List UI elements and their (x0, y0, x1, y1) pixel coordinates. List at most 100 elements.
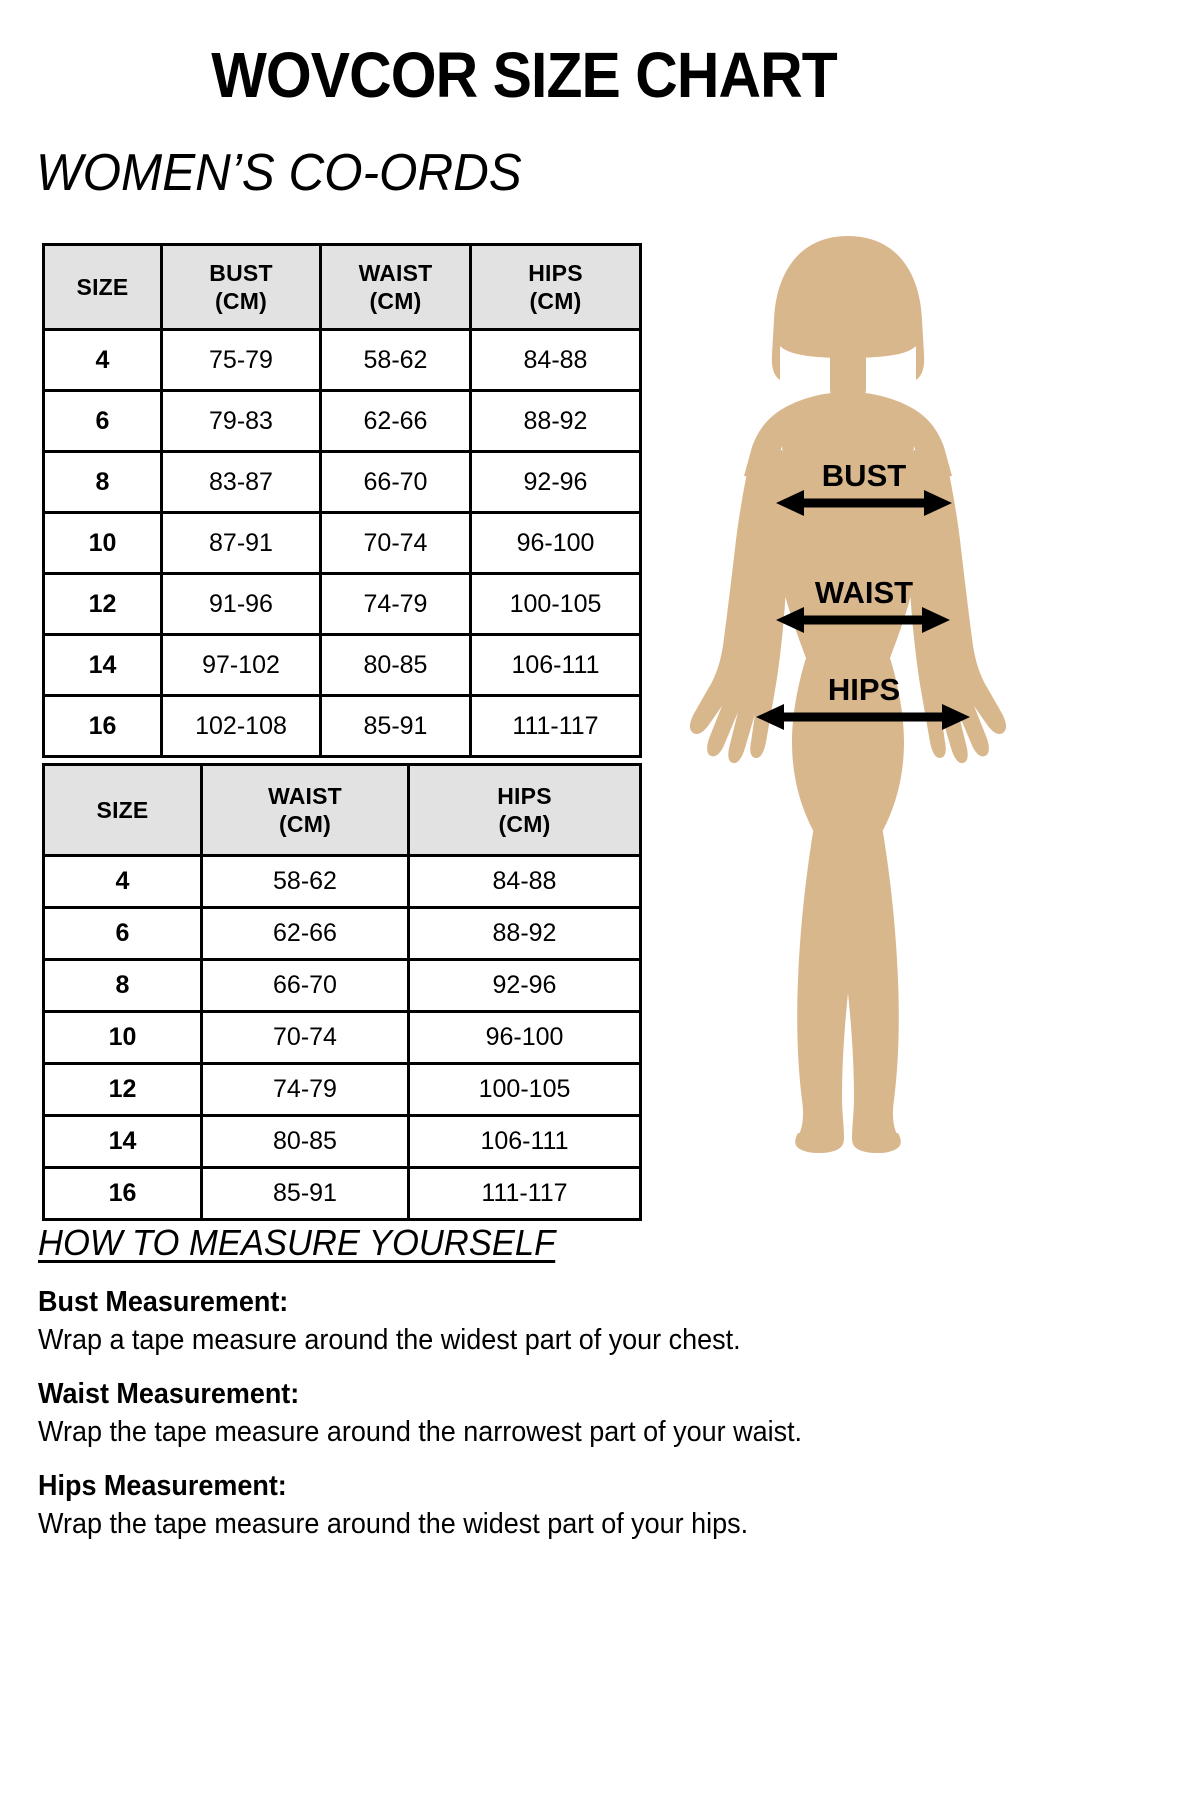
cell-waist: 62-66 (319, 389, 472, 453)
cell-waist: 70-74 (319, 511, 472, 575)
cell-waist: 70-74 (200, 1010, 410, 1065)
cell-waist: 85-91 (200, 1166, 410, 1221)
cell-size: 16 (42, 694, 163, 758)
hips-measurement-arrow (756, 704, 970, 730)
size-table-bottoms: SIZE WAIST (CM) HIPS (CM) 4 58-62 84-88 … (42, 763, 642, 1221)
measure-item-bust: Bust Measurement: Wrap a tape measure ar… (38, 1283, 1168, 1360)
table-row: 16 85-91 111-117 (42, 1166, 642, 1221)
column-header-waist-label: WAIST (358, 259, 433, 286)
cell-hips: 96-100 (407, 1010, 642, 1065)
bust-measurement-arrow (776, 490, 952, 516)
cell-hips: 106-111 (407, 1114, 642, 1169)
cell-size: 6 (42, 906, 203, 961)
cell-size: 10 (42, 1010, 203, 1065)
column-header-waist: WAIST (CM) (319, 243, 472, 331)
column-header-bust-label: BUST (209, 259, 273, 286)
measure-term-bust: Bust Measurement: (38, 1286, 289, 1318)
table-row: 8 83-87 66-70 92-96 (42, 450, 642, 514)
measure-term-waist: Waist Measurement: (38, 1378, 300, 1410)
table-row: 16 102-108 85-91 111-117 (42, 694, 642, 758)
table-row: 6 62-66 88-92 (42, 906, 642, 961)
bust-label: BUST (822, 458, 906, 493)
cell-size: 4 (42, 854, 203, 909)
measure-desc-bust: Wrap a tape measure around the widest pa… (38, 1324, 741, 1357)
body-measurement-figure: BUST WAIST HIPS (648, 228, 1048, 1178)
cell-bust: 87-91 (160, 511, 322, 575)
column-header-waist-label: WAIST (268, 782, 342, 809)
column-header-size: SIZE (42, 763, 203, 857)
cell-bust: 79-83 (160, 389, 322, 453)
cell-hips: 100-105 (407, 1062, 642, 1117)
column-header-bust: BUST (CM) (160, 243, 322, 331)
table-row: 8 66-70 92-96 (42, 958, 642, 1013)
cell-waist: 62-66 (200, 906, 410, 961)
cell-size: 4 (42, 328, 163, 392)
waist-measurement-arrow (776, 607, 950, 633)
page-title: WOVCOR SIZE CHART (211, 39, 837, 111)
cell-hips: 88-92 (407, 906, 642, 961)
cell-bust: 102-108 (160, 694, 322, 758)
column-header-size: SIZE (42, 243, 163, 331)
measure-desc-waist: Wrap the tape measure around the narrowe… (38, 1416, 803, 1449)
waist-label: WAIST (815, 575, 913, 610)
cell-bust: 91-96 (160, 572, 322, 636)
table-row: 6 79-83 62-66 88-92 (42, 389, 642, 453)
column-header-hips-unit: (CM) (498, 811, 551, 837)
column-header-size-label: SIZE (76, 273, 129, 300)
cell-size: 8 (42, 958, 203, 1013)
table-row: 4 58-62 84-88 (42, 854, 642, 909)
cell-hips: 100-105 (469, 572, 642, 636)
cell-hips: 84-88 (469, 328, 642, 392)
cell-waist: 66-70 (319, 450, 472, 514)
hips-label: HIPS (828, 672, 900, 707)
table-row: 4 75-79 58-62 84-88 (42, 328, 642, 392)
cell-waist: 66-70 (200, 958, 410, 1013)
column-header-hips: HIPS (CM) (469, 243, 642, 331)
cell-waist: 58-62 (319, 328, 472, 392)
cell-bust: 83-87 (160, 450, 322, 514)
table-row: 14 97-102 80-85 106-111 (42, 633, 642, 697)
page-subtitle: WOMEN’S CO-ORDS (36, 144, 522, 202)
table-row: 14 80-85 106-111 (42, 1114, 642, 1169)
measure-item-waist: Waist Measurement: Wrap the tape measure… (38, 1375, 1168, 1452)
measure-item-hips: Hips Measurement: Wrap the tape measure … (38, 1467, 1168, 1544)
cell-hips: 96-100 (469, 511, 642, 575)
cell-hips: 111-117 (407, 1166, 642, 1221)
column-header-waist-unit: (CM) (369, 288, 422, 314)
cell-bust: 97-102 (160, 633, 322, 697)
column-header-hips-label: HIPS (497, 782, 552, 809)
cell-hips: 84-88 (407, 854, 642, 909)
table-row: 10 70-74 96-100 (42, 1010, 642, 1065)
cell-hips: 106-111 (469, 633, 642, 697)
cell-hips: 88-92 (469, 389, 642, 453)
table-row: 12 74-79 100-105 (42, 1062, 642, 1117)
column-header-hips-label: HIPS (528, 259, 583, 286)
cell-hips: 92-96 (469, 450, 642, 514)
cell-size: 6 (42, 389, 163, 453)
cell-waist: 80-85 (200, 1114, 410, 1169)
column-header-bust-unit: (CM) (215, 288, 267, 314)
cell-size: 14 (42, 633, 163, 697)
cell-size: 16 (42, 1166, 203, 1221)
cell-size: 8 (42, 450, 163, 514)
cell-size: 12 (42, 1062, 203, 1117)
column-header-waist: WAIST (CM) (200, 763, 410, 857)
measure-desc-hips: Wrap the tape measure around the widest … (38, 1508, 749, 1541)
table-row: 10 87-91 70-74 96-100 (42, 511, 642, 575)
cell-hips: 111-117 (469, 694, 642, 758)
cell-waist: 74-79 (200, 1062, 410, 1117)
measure-term-hips: Hips Measurement: (38, 1470, 287, 1502)
cell-waist: 85-91 (319, 694, 472, 758)
column-header-waist-unit: (CM) (279, 811, 331, 837)
cell-hips: 92-96 (407, 958, 642, 1013)
cell-bust: 75-79 (160, 328, 322, 392)
cell-waist: 80-85 (319, 633, 472, 697)
column-header-hips: HIPS (CM) (407, 763, 642, 857)
cell-size: 14 (42, 1114, 203, 1169)
cell-size: 12 (42, 572, 163, 636)
column-header-size-label: SIZE (96, 796, 149, 823)
table-header-row: SIZE WAIST (CM) HIPS (CM) (42, 763, 642, 857)
size-table-coords: SIZE BUST (CM) WAIST (CM) HIPS (CM) 4 75… (42, 243, 642, 758)
cell-size: 10 (42, 511, 163, 575)
